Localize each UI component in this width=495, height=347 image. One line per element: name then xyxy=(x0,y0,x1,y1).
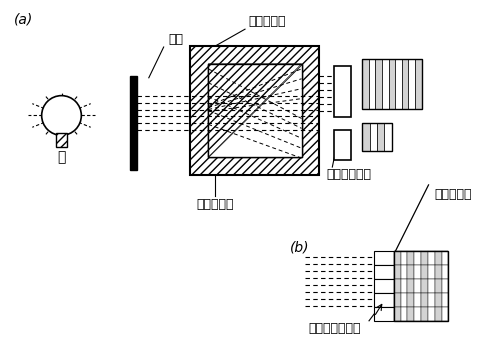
Bar xyxy=(374,293,394,307)
Bar xyxy=(428,279,435,293)
Bar xyxy=(407,307,414,321)
Bar xyxy=(394,279,400,293)
Bar xyxy=(374,307,394,321)
Bar xyxy=(442,251,448,265)
Bar xyxy=(362,124,369,151)
Bar xyxy=(362,59,422,109)
Bar xyxy=(400,307,407,321)
Bar xyxy=(428,265,435,279)
Bar xyxy=(414,251,421,265)
Bar xyxy=(377,124,385,151)
Bar xyxy=(400,265,407,279)
Text: 缝隙: 缝隙 xyxy=(168,33,183,45)
Bar xyxy=(408,59,415,109)
Text: 双光电二极管: 双光电二极管 xyxy=(327,169,372,181)
Text: (b): (b) xyxy=(290,240,309,254)
Bar xyxy=(385,124,392,151)
Bar xyxy=(389,59,395,109)
Bar xyxy=(435,265,442,279)
Polygon shape xyxy=(208,64,301,157)
Bar xyxy=(421,265,428,279)
Bar xyxy=(421,307,428,321)
Bar xyxy=(428,293,435,307)
Bar xyxy=(407,251,414,265)
Bar xyxy=(374,265,394,279)
Bar xyxy=(394,293,400,307)
Bar xyxy=(394,265,400,279)
Bar xyxy=(369,124,377,151)
Bar xyxy=(362,124,392,151)
Bar xyxy=(402,59,408,109)
Text: 检测器输出: 检测器输出 xyxy=(435,188,472,201)
Bar xyxy=(428,251,435,265)
Bar xyxy=(421,279,428,293)
Bar xyxy=(414,307,421,321)
Bar xyxy=(191,46,319,175)
Bar xyxy=(421,293,428,307)
Circle shape xyxy=(42,96,81,135)
Polygon shape xyxy=(208,64,301,157)
Bar xyxy=(394,251,400,265)
Bar xyxy=(435,293,442,307)
Bar xyxy=(400,293,407,307)
Text: 灯: 灯 xyxy=(57,150,66,164)
Bar xyxy=(208,64,301,157)
Bar xyxy=(362,59,369,109)
Bar xyxy=(407,293,414,307)
Bar xyxy=(400,251,407,265)
Text: 样品测量池: 样品测量池 xyxy=(197,198,234,211)
Bar xyxy=(435,307,442,321)
Bar xyxy=(369,59,375,109)
Bar xyxy=(407,265,414,279)
Bar xyxy=(442,279,448,293)
Bar xyxy=(414,293,421,307)
Bar xyxy=(442,307,448,321)
Bar xyxy=(442,293,448,307)
Text: 光电二极管阵列: 光电二极管阵列 xyxy=(308,322,360,335)
Bar xyxy=(415,59,422,109)
Bar xyxy=(55,133,67,147)
Bar xyxy=(428,307,435,321)
Bar xyxy=(334,66,351,117)
Bar xyxy=(421,251,428,265)
Bar xyxy=(375,59,382,109)
Bar xyxy=(414,279,421,293)
Bar xyxy=(394,251,448,321)
Bar xyxy=(394,307,400,321)
Bar xyxy=(131,76,138,170)
Bar xyxy=(334,130,351,160)
Bar xyxy=(208,64,301,157)
Bar xyxy=(407,279,414,293)
Bar xyxy=(400,279,407,293)
Bar xyxy=(435,251,442,265)
Bar xyxy=(374,251,394,265)
Text: 参比测量池: 参比测量池 xyxy=(248,15,286,28)
Bar xyxy=(435,279,442,293)
Bar xyxy=(382,59,389,109)
Text: (a): (a) xyxy=(14,12,34,26)
Bar xyxy=(374,279,394,293)
Bar xyxy=(442,265,448,279)
Bar xyxy=(395,59,402,109)
Bar xyxy=(414,265,421,279)
